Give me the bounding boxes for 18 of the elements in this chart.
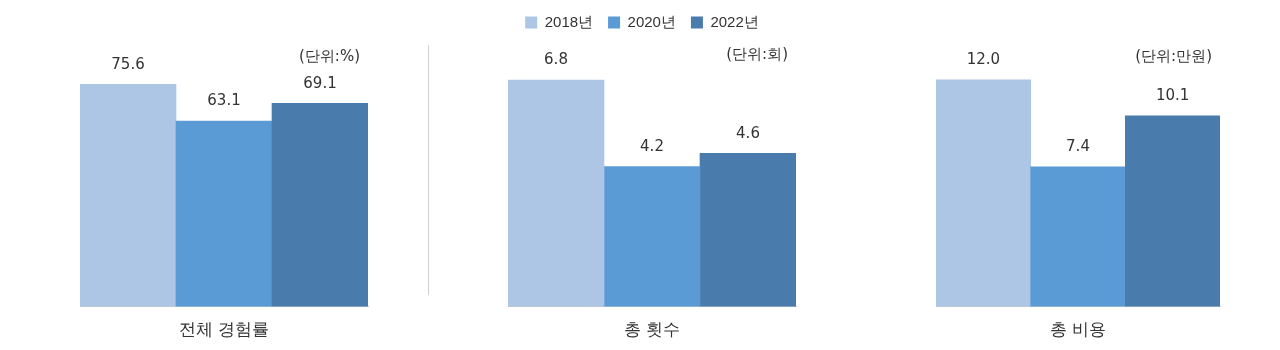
text: (단위:%) [298, 47, 360, 66]
data-label: 63.1 [207, 91, 241, 110]
text: (단위:회) [726, 45, 788, 64]
data-label: 6.8 [544, 50, 568, 69]
legend-label: 2022년 [710, 12, 759, 30]
data-label: 4.6 [736, 123, 760, 142]
data-label: 12.0 [966, 50, 1001, 69]
x-axis-title: 총 횟수 [624, 320, 680, 340]
text: (단위:만원) [1135, 47, 1212, 66]
data-label: 69.1 [303, 73, 337, 92]
data-label: 75.6 [111, 54, 145, 73]
data-label: 10.1 [1155, 86, 1190, 105]
x-axis-title: 전체 경험률 [179, 320, 269, 340]
legend-label: 2018년 [544, 12, 594, 30]
data-label: 4.2 [640, 137, 664, 156]
x-axis-title: 총 비용 [1050, 320, 1106, 340]
legend-label: 2020년 [627, 12, 676, 30]
data-label: 7.4 [1066, 137, 1090, 156]
